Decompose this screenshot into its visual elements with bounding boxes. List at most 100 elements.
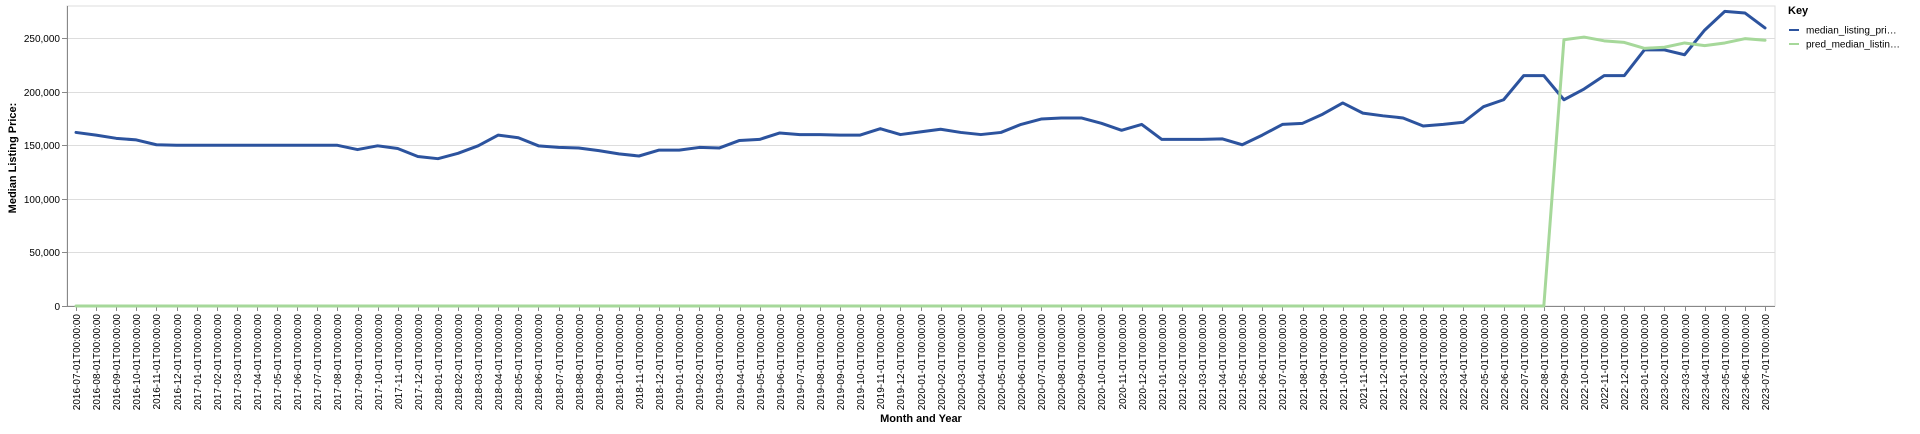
x-tick-label: 2019-05-01T00:00:00 (756, 314, 767, 411)
x-tick-label: 2020-11-01T00:00:00 (1118, 314, 1129, 410)
x-tick-label: 2021-01-01T00:00:00 (1158, 314, 1169, 411)
x-tick-label: 2020-12-01T00:00:00 (1138, 314, 1149, 411)
x-tick-label: 2023-03-01T00:00:00 (1681, 314, 1692, 411)
series-line-1 (74, 9, 1767, 161)
y-tick-label: 0 (54, 302, 60, 313)
legend: Key median_listing_pri… pred_median_listin… (1788, 5, 1900, 51)
x-tick-label: 2021-09-01T00:00:00 (1319, 314, 1330, 411)
y-tick-label: 150,000 (24, 141, 61, 152)
x-tick-label: 2018-12-01T00:00:00 (655, 314, 666, 411)
x-tick-label: 2022-01-01T00:00:00 (1399, 314, 1410, 411)
x-tick-label: 2020-10-01T00:00:00 (1097, 314, 1108, 411)
x-tick-label: 2022-04-01T00:00:00 (1459, 314, 1470, 411)
x-tick-label: 2017-05-01T00:00:00 (273, 314, 284, 411)
x-tick-label: 2017-11-01T00:00:00 (394, 314, 405, 410)
x-tick-label: 2020-04-01T00:00:00 (977, 314, 988, 411)
x-tick-label: 2018-08-01T00:00:00 (575, 314, 586, 411)
x-tick-label: 2018-05-01T00:00:00 (514, 314, 525, 411)
x-tick-label: 2023-04-01T00:00:00 (1701, 314, 1712, 411)
grid-lines (66, 5, 1776, 307)
x-tick-label: 2017-04-01T00:00:00 (253, 314, 264, 411)
x-tick-label: 2019-10-01T00:00:00 (856, 314, 867, 411)
series-lines (74, 9, 1767, 308)
x-tick-label: 2018-06-01T00:00:00 (534, 314, 545, 411)
x-tick-label: 2019-01-01T00:00:00 (675, 314, 686, 411)
y-tick-label: 100,000 (24, 195, 61, 206)
x-tick-label: 2021-08-01T00:00:00 (1299, 314, 1310, 411)
x-tick-label: 2018-11-01T00:00:00 (635, 314, 646, 410)
x-tick-label: 2022-03-01T00:00:00 (1439, 314, 1450, 411)
x-tick-label: 2021-04-01T00:00:00 (1218, 314, 1229, 411)
x-tick-label: 2017-02-01T00:00:00 (213, 314, 224, 411)
x-tick-label: 2017-09-01T00:00:00 (354, 314, 365, 411)
legend-title: Key (1788, 5, 1809, 17)
legend-label: median_listing_pri… (1806, 26, 1897, 37)
x-tick-label: 2017-12-01T00:00:00 (414, 314, 425, 411)
x-tick-label: 2022-06-01T00:00:00 (1500, 314, 1511, 411)
x-tick-label: 2022-07-01T00:00:00 (1520, 314, 1531, 411)
x-tick-label: 2023-01-01T00:00:00 (1640, 314, 1651, 411)
x-tick-label: 2019-08-01T00:00:00 (816, 314, 827, 411)
x-tick-label: 2022-02-01T00:00:00 (1419, 314, 1430, 411)
x-tick-label: 2020-03-01T00:00:00 (957, 314, 968, 411)
x-tick-label: 2018-09-01T00:00:00 (595, 314, 606, 411)
x-tick-label: 2020-08-01T00:00:00 (1057, 314, 1068, 411)
x-tick-label: 2019-09-01T00:00:00 (836, 314, 847, 411)
legend-label: pred_median_listin… (1806, 40, 1900, 51)
x-tick-label: 2020-06-01T00:00:00 (1017, 314, 1028, 411)
x-tick-label: 2017-06-01T00:00:00 (293, 314, 304, 411)
x-tick-label: 2020-01-01T00:00:00 (917, 314, 928, 411)
x-tick-label: 2019-04-01T00:00:00 (736, 314, 747, 411)
x-tick-label: 2019-11-01T00:00:00 (876, 314, 887, 410)
x-tick-label: 2021-07-01T00:00:00 (1278, 314, 1289, 411)
x-tick-label: 2019-06-01T00:00:00 (776, 314, 787, 411)
x-tick-label: 2020-07-01T00:00:00 (1037, 314, 1048, 411)
x-tick-label: 2016-09-01T00:00:00 (112, 314, 123, 411)
x-tick-label: 2017-10-01T00:00:00 (374, 314, 385, 411)
x-tick-label: 2022-08-01T00:00:00 (1540, 314, 1551, 411)
x-tick-label: 2017-07-01T00:00:00 (313, 314, 324, 411)
x-tick-label: 2018-10-01T00:00:00 (615, 314, 626, 411)
plot-frame (66, 5, 1776, 307)
x-tick-label: 2020-05-01T00:00:00 (997, 314, 1008, 411)
x-tick-label: 2021-11-01T00:00:00 (1359, 314, 1370, 410)
x-tick-label: 2016-12-01T00:00:00 (173, 314, 184, 411)
x-tick-label: 2016-11-01T00:00:00 (152, 314, 163, 410)
x-tick-label: 2017-03-01T00:00:00 (233, 314, 244, 411)
x-tick-label: 2021-10-01T00:00:00 (1339, 314, 1350, 411)
x-tick-label: 2018-01-01T00:00:00 (434, 314, 445, 411)
x-tick-label: 2018-04-01T00:00:00 (494, 314, 505, 411)
x-tick-label: 2019-03-01T00:00:00 (715, 314, 726, 411)
axes: 0 50,000 100,000 150,000 200,000 250,000 2016-… (24, 6, 1775, 410)
x-tick-label: 2022-11-01T00:00:00 (1600, 314, 1611, 410)
y-tick-label: 200,000 (24, 88, 61, 99)
y-tick-label: 250,000 (24, 34, 61, 45)
x-tick-label: 2017-08-01T00:00:00 (333, 314, 344, 411)
x-tick-label: 2023-02-01T00:00:00 (1660, 314, 1671, 411)
x-tick-label: 2016-10-01T00:00:00 (132, 314, 143, 411)
x-tick-label: 2018-07-01T00:00:00 (555, 314, 566, 411)
x-tick-label: 2021-12-01T00:00:00 (1379, 314, 1390, 411)
x-tick-label: 2020-09-01T00:00:00 (1077, 314, 1088, 411)
x-tick-label: 2022-05-01T00:00:00 (1480, 314, 1491, 411)
x-tick-label: 2017-01-01T00:00:00 (193, 314, 204, 411)
y-tick-label: 50,000 (29, 248, 60, 259)
y-axis-title: Median Listing Price: (7, 103, 19, 214)
series-line-2 (74, 35, 1767, 308)
x-tick-label: 2023-07-01T00:00:00 (1761, 314, 1772, 411)
x-tick-label: 2022-12-01T00:00:00 (1620, 314, 1631, 411)
x-tick-label: 2016-08-01T00:00:00 (92, 314, 103, 411)
x-tick-label: 2023-06-01T00:00:00 (1741, 314, 1752, 411)
x-tick-label: 2020-02-01T00:00:00 (937, 314, 948, 411)
x-tick-label: 2021-03-01T00:00:00 (1198, 314, 1209, 411)
x-tick-label: 2023-05-01T00:00:00 (1721, 314, 1732, 411)
x-axis-title: Month and Year (880, 413, 962, 425)
x-tick-label: 2019-02-01T00:00:00 (695, 314, 706, 411)
x-tick-label: 2018-02-01T00:00:00 (454, 314, 465, 411)
x-tick-label: 2021-02-01T00:00:00 (1178, 314, 1189, 411)
x-tick-label: 2021-05-01T00:00:00 (1238, 314, 1249, 411)
x-tick-label: 2022-09-01T00:00:00 (1560, 314, 1571, 411)
x-tick-label: 2016-07-01T00:00:00 (72, 314, 83, 411)
